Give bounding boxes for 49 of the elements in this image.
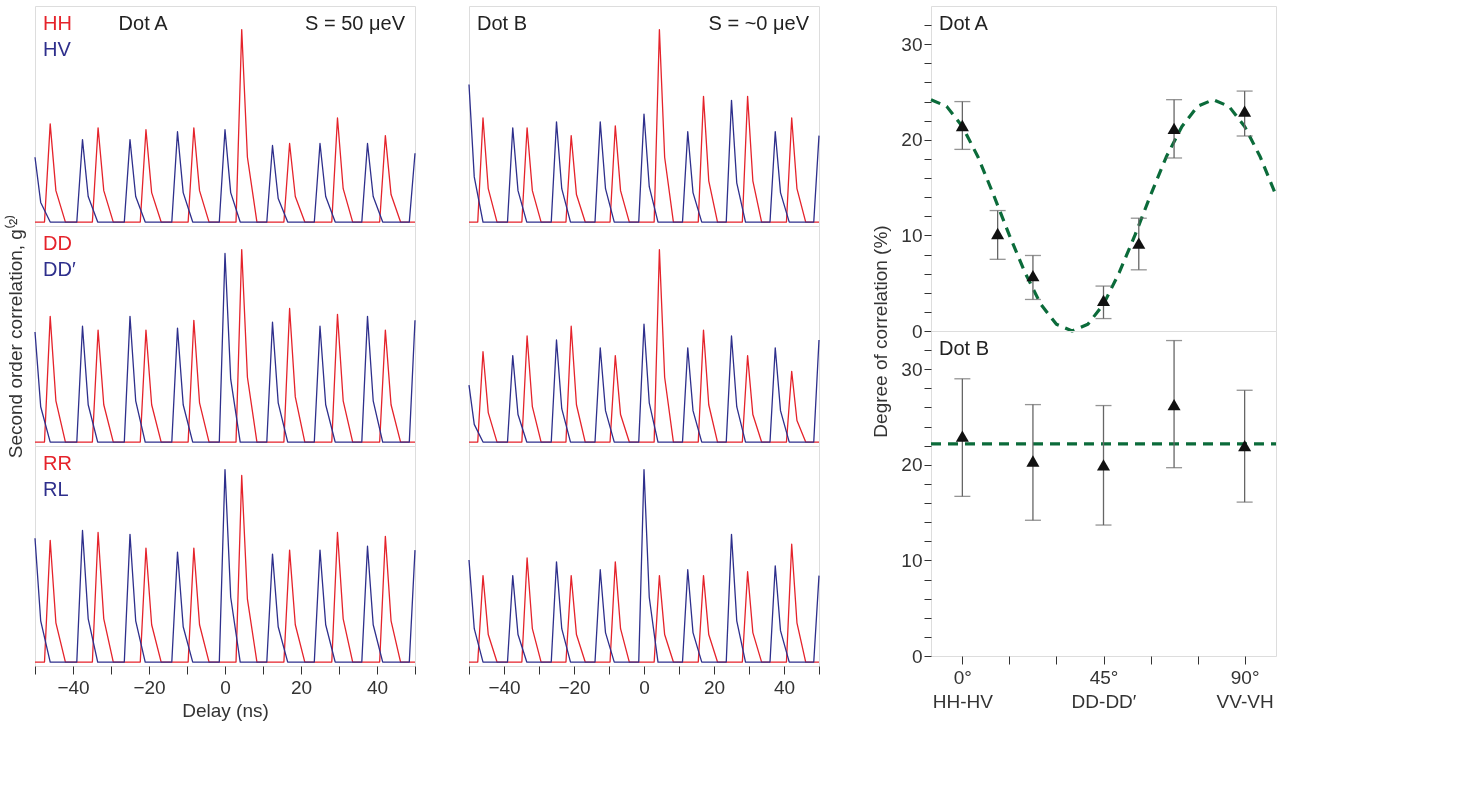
x-axis-title: Delay (ns) — [182, 699, 269, 721]
x-tick-label: 0 — [220, 676, 231, 698]
x-tick-label: 40 — [366, 676, 389, 698]
y-tick-label: 10 — [901, 224, 923, 246]
annotation: Dot A — [118, 12, 169, 34]
x-tick-label: 90° VV-VH — [1216, 666, 1274, 712]
x-tick-label: 20 — [703, 676, 726, 698]
text: HH — [43, 12, 72, 34]
x-tick-label: 0 — [639, 676, 650, 698]
y-tick-label: 0 — [911, 645, 923, 667]
x-tick-label: 40 — [773, 676, 796, 698]
point — [955, 119, 969, 132]
point — [1026, 269, 1040, 282]
text: DD′ — [43, 258, 76, 280]
y-axis-title: Degree of correlation (%) — [870, 225, 892, 438]
point — [1238, 105, 1252, 117]
point — [1167, 122, 1181, 134]
series-label: RL — [43, 478, 69, 500]
point — [991, 227, 1005, 240]
point — [955, 430, 969, 442]
x-tick-label: 45° DD-DD′ — [1071, 666, 1137, 712]
x-tick-label: −40 — [57, 676, 90, 698]
x-tick-label: −20 — [558, 676, 591, 698]
annotation: S = 50 μeV — [305, 12, 406, 34]
y-tick-label: 0 — [911, 320, 923, 342]
y-tick-label: 30 — [901, 33, 923, 55]
y-tick-label: 10 — [901, 549, 923, 571]
point — [1026, 455, 1040, 467]
y-tick-label: 30 — [901, 358, 923, 380]
text: DD — [43, 232, 72, 254]
x-tick-label: −20 — [133, 676, 166, 698]
annotation: Dot B — [939, 337, 990, 359]
point — [1167, 398, 1181, 411]
point — [1238, 440, 1252, 452]
text: HV — [43, 38, 72, 60]
line-series — [929, 98, 1278, 333]
y-tick-label: 20 — [901, 129, 923, 151]
x-tick-label: 20 — [290, 676, 313, 698]
y-tick-label: 20 — [901, 454, 923, 476]
y-axis-title: Second order correlation, g⁽²⁾ — [3, 214, 26, 459]
annotation: Dot A — [939, 12, 989, 34]
annotation: Dot B — [477, 12, 528, 34]
point — [1096, 459, 1111, 471]
x-tick-label: 0° HH-HV — [932, 666, 994, 712]
annotation: S = ~0 μeV — [708, 12, 810, 34]
text: RR — [43, 452, 72, 474]
x-tick-label: −40 — [488, 676, 521, 698]
point — [1096, 294, 1111, 307]
point — [1132, 237, 1146, 249]
